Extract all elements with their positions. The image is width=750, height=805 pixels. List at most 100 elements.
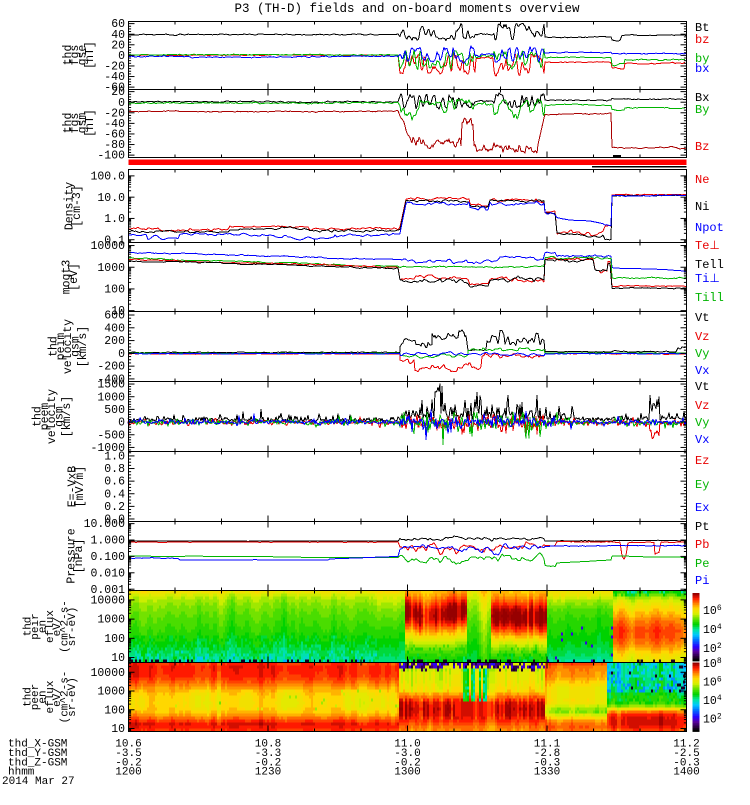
svg-text:[km/s]: [km/s]: [61, 396, 74, 437]
svg-text:Ni: Ni: [695, 200, 709, 214]
svg-text:1.000: 1.000: [90, 535, 125, 548]
svg-text:20: 20: [111, 86, 125, 99]
svg-text:0.8: 0.8: [104, 463, 125, 476]
svg-text:200: 200: [104, 335, 125, 348]
svg-text:-60: -60: [104, 129, 125, 142]
svg-text:10.6: 10.6: [115, 739, 141, 751]
svg-text:0.2: 0.2: [104, 501, 125, 514]
svg-text:fgs: fgs: [69, 45, 82, 66]
svg-text:2014 Mar 27: 2014 Mar 27: [2, 776, 75, 788]
svg-text:-3.0: -3.0: [394, 748, 420, 760]
svg-text:[cm-3]: [cm-3]: [71, 185, 84, 226]
svg-text:-400: -400: [97, 374, 125, 387]
svg-text:Vx: Vx: [695, 364, 709, 378]
svg-text:Vy: Vy: [695, 347, 709, 361]
svg-text:-0.3: -0.3: [673, 757, 699, 769]
svg-text:0: 0: [118, 97, 125, 110]
svg-text:0.001: 0.001: [90, 584, 125, 597]
svg-text:Vt: Vt: [695, 380, 709, 394]
svg-text:Bz: Bz: [695, 140, 709, 154]
svg-text:60: 60: [111, 18, 125, 31]
svg-text:thd: thd: [23, 687, 35, 707]
svg-text:Vt: Vt: [695, 311, 709, 325]
svg-text:10.8: 10.8: [255, 739, 281, 751]
svg-text:10.0: 10.0: [97, 192, 125, 205]
svg-text:1000: 1000: [97, 686, 125, 699]
svg-text:10: 10: [111, 305, 125, 318]
svg-text:[nT]: [nT]: [84, 41, 97, 69]
svg-text:thd_X-GSM: thd_X-GSM: [8, 739, 67, 751]
svg-text:1330: 1330: [534, 767, 560, 779]
svg-text:gsm: gsm: [70, 336, 83, 357]
svg-text:en: en: [37, 690, 49, 703]
svg-text:600: 600: [104, 310, 125, 323]
svg-text:100: 100: [104, 284, 125, 297]
svg-text:-0.3: -0.3: [534, 757, 560, 769]
svg-text:-40: -40: [104, 71, 125, 84]
svg-text:[nPa]: [nPa]: [73, 539, 86, 574]
svg-text:peem: peem: [39, 403, 52, 431]
svg-text:0.010: 0.010: [90, 567, 125, 580]
svg-text:bx: bx: [695, 62, 709, 76]
svg-text:sr-eV): sr-eV): [67, 677, 79, 717]
svg-text:Bt: Bt: [695, 21, 709, 35]
svg-text:-0.2: -0.2: [115, 757, 141, 769]
svg-text:thd: thd: [31, 406, 44, 427]
svg-text:100: 100: [104, 704, 125, 717]
svg-text:Pb: Pb: [695, 538, 709, 552]
svg-text:Pe: Pe: [695, 557, 709, 571]
svg-text:1000: 1000: [97, 391, 125, 404]
svg-text:0.4: 0.4: [104, 488, 125, 501]
svg-text:1200: 1200: [115, 767, 141, 779]
svg-text:Pi: Pi: [695, 574, 709, 588]
svg-text:bz: bz: [695, 33, 709, 47]
svg-text:Ne: Ne: [695, 173, 709, 187]
svg-text:gse: gse: [77, 45, 90, 66]
svg-text:Bx: Bx: [695, 91, 709, 105]
svg-text:Till: Till: [695, 291, 724, 305]
svg-text:thd: thd: [62, 113, 75, 134]
svg-text:peir: peir: [30, 613, 42, 639]
svg-text:By: By: [695, 103, 709, 117]
svg-text:100.0: 100.0: [90, 170, 125, 183]
svg-text:0.1: 0.1: [104, 234, 125, 247]
svg-text:eV/: eV/: [52, 687, 64, 707]
svg-text:Vy: Vy: [695, 416, 709, 430]
svg-text:Vz: Vz: [695, 330, 709, 344]
svg-text:Te⊥: Te⊥: [695, 239, 720, 253]
svg-text:thd_Z-GSM: thd_Z-GSM: [8, 757, 67, 769]
svg-text:peim: peim: [55, 333, 68, 361]
svg-text:1000: 1000: [97, 262, 125, 275]
svg-text:Pressure: Pressure: [66, 528, 79, 583]
svg-text:10000: 10000: [90, 595, 125, 608]
svg-text:Ti⊥: Ti⊥: [695, 272, 720, 286]
svg-text:by: by: [695, 52, 709, 66]
svg-text:thd: thd: [47, 336, 60, 357]
svg-text:gsm: gsm: [77, 113, 90, 134]
svg-text:thd: thd: [23, 617, 35, 637]
svg-text:-2.8: -2.8: [534, 748, 560, 760]
svg-text:1230: 1230: [255, 767, 281, 779]
svg-text:1400: 1400: [673, 767, 699, 779]
svg-text:-1000: -1000: [90, 442, 125, 455]
svg-text:40: 40: [111, 29, 125, 42]
svg-text:Ex: Ex: [695, 501, 709, 515]
svg-text:[mV/m]: [mV/m]: [74, 466, 87, 507]
svg-text:Npot: Npot: [695, 221, 724, 235]
svg-text:(cm^2-s-: (cm^2-s-: [60, 600, 72, 653]
svg-text:[eV]: [eV]: [68, 263, 81, 291]
svg-text:0: 0: [118, 348, 125, 361]
svg-text:10000: 10000: [90, 240, 125, 253]
svg-text:mogt3: mogt3: [61, 260, 74, 295]
svg-text:-200: -200: [97, 361, 125, 374]
svg-text:-100: -100: [97, 150, 125, 163]
svg-text:-40: -40: [104, 118, 125, 131]
svg-text:Pt: Pt: [695, 520, 709, 534]
svg-text:P3 (TH-D) fields and on-board: P3 (TH-D) fields and on-board moments ov…: [234, 2, 580, 16]
svg-text:E=-VxB: E=-VxB: [67, 466, 80, 508]
svg-text:10: 10: [111, 652, 125, 665]
svg-text:(cm^2-s-: (cm^2-s-: [60, 671, 72, 724]
svg-text:-80: -80: [104, 139, 125, 152]
svg-text:sr-eV): sr-eV): [67, 607, 79, 647]
svg-text:eflux: eflux: [45, 680, 57, 713]
